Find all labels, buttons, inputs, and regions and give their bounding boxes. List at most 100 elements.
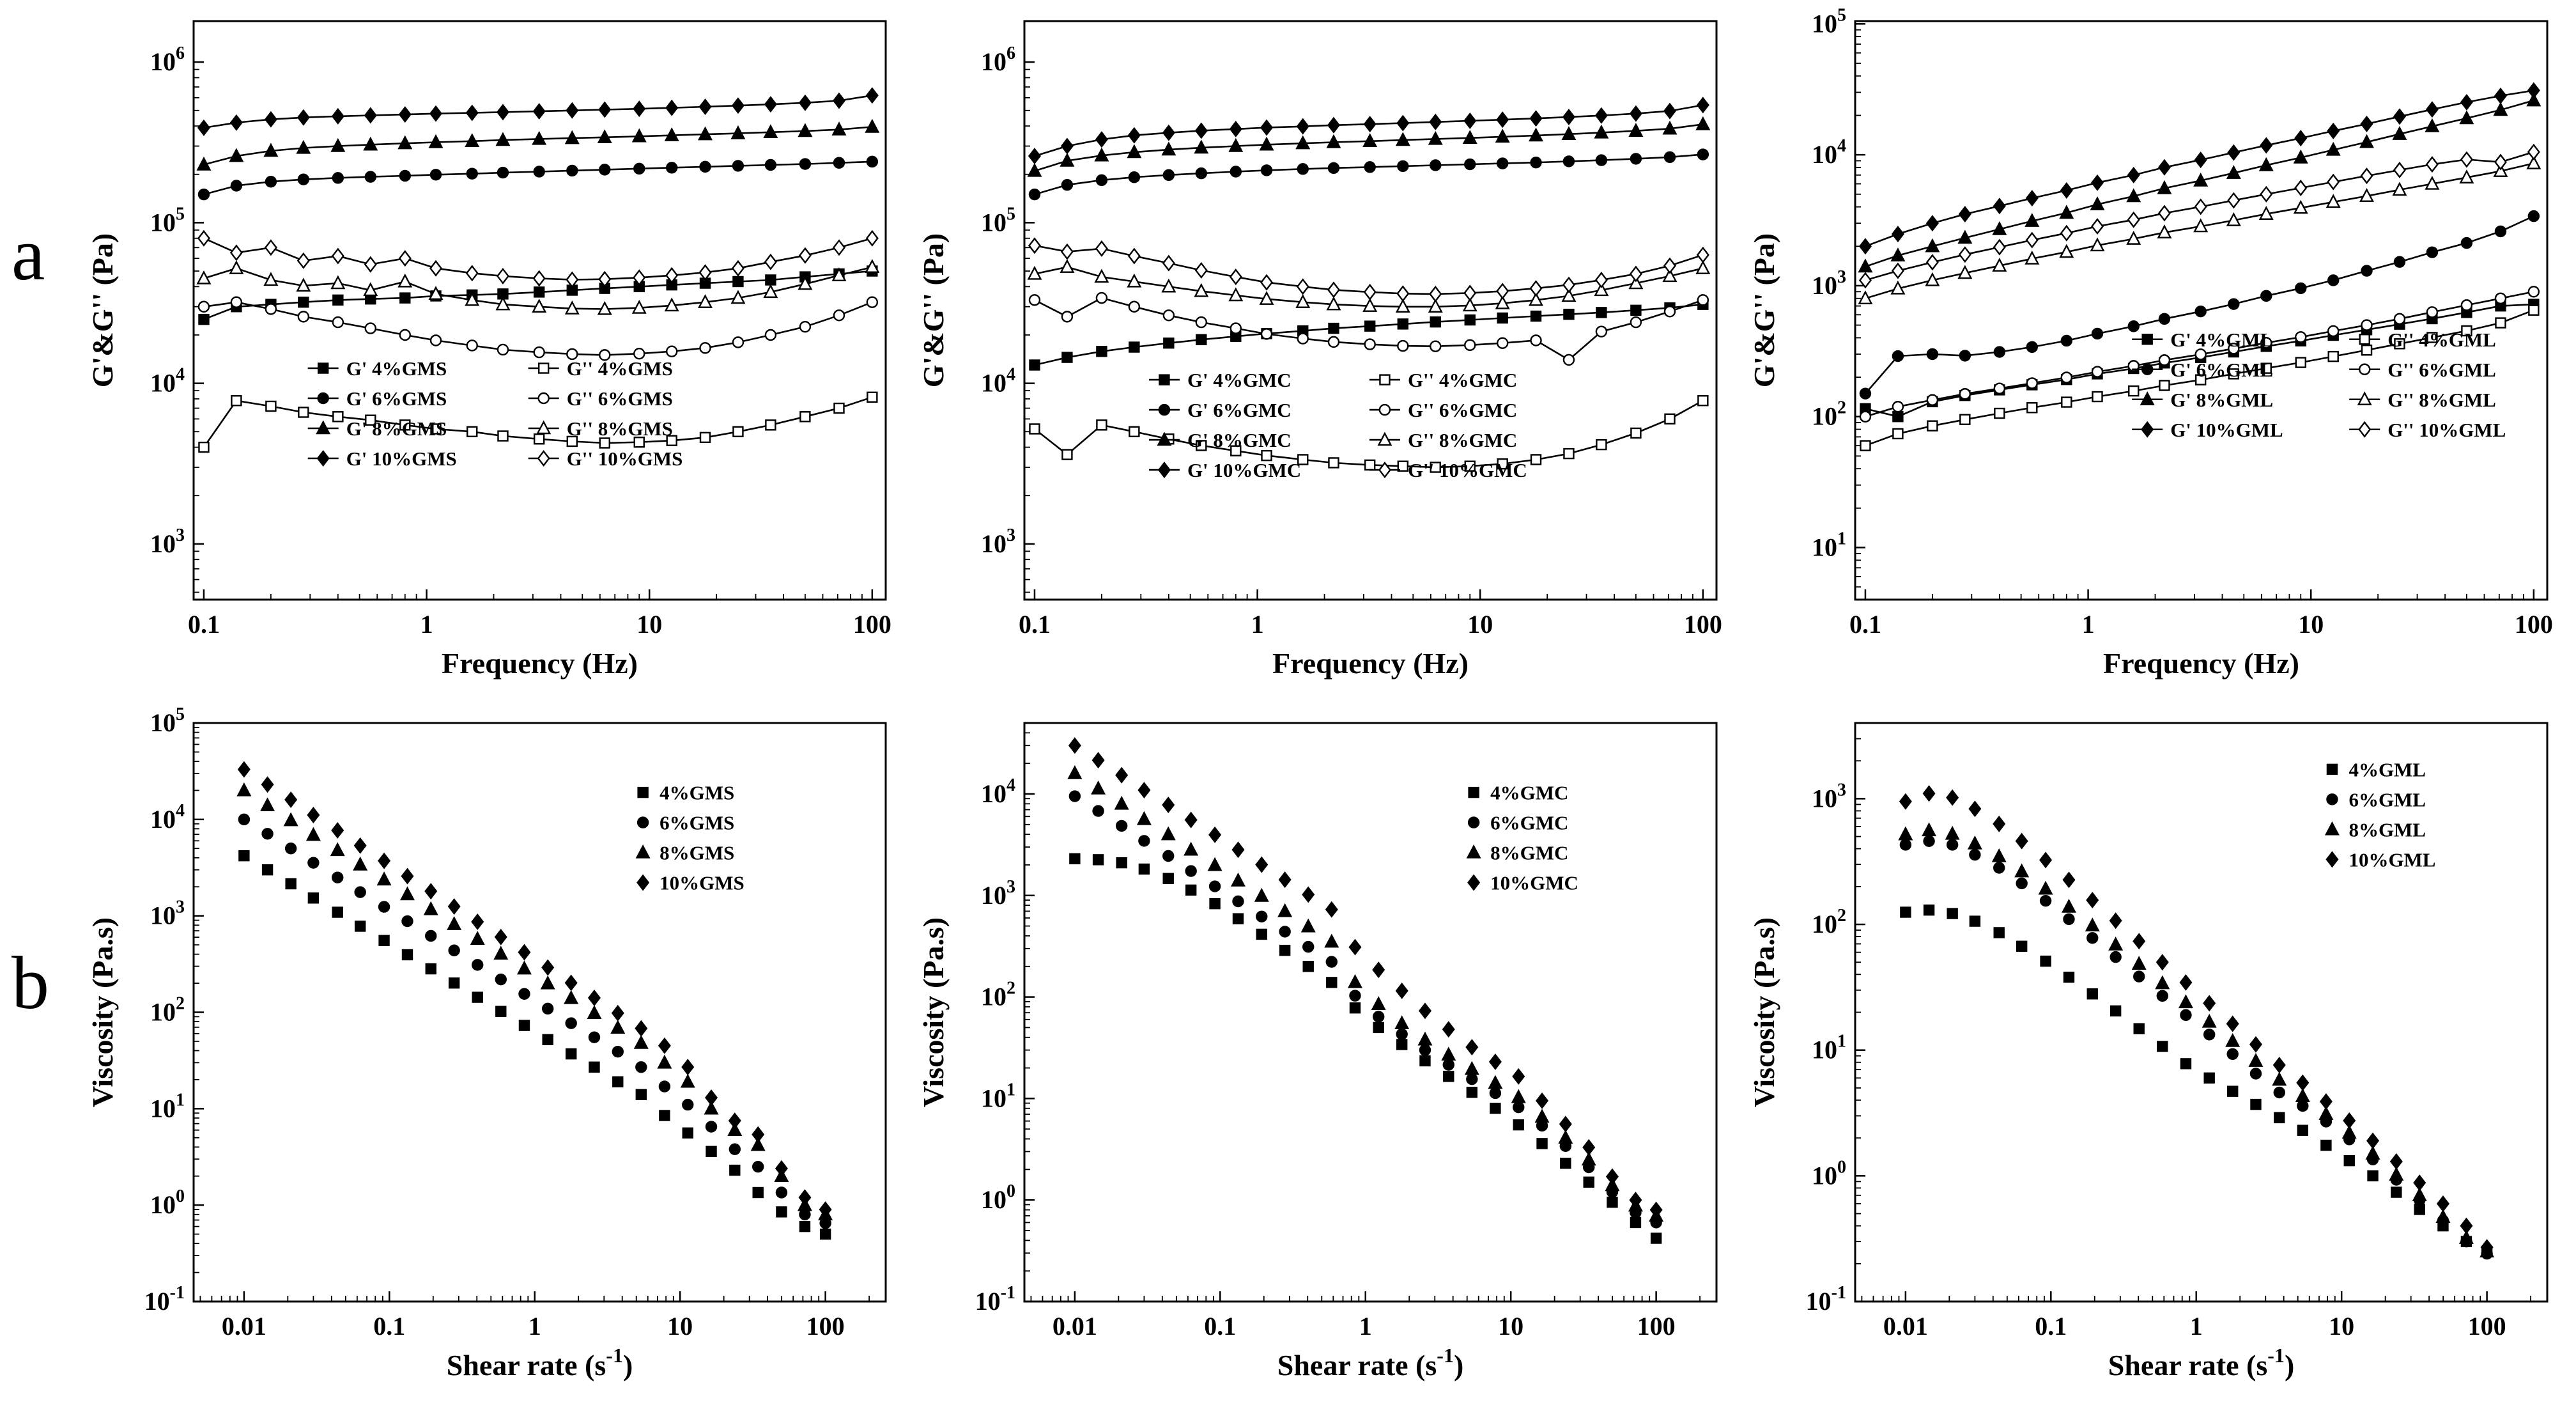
svg-text:0.1: 0.1 [1204,1312,1236,1341]
svg-text:G' 4%GMS: G' 4%GMS [346,357,447,380]
row-moduli: 0.1 1 10 100 103 104 105 106 Frequency (Hz) G'&G'… [82,5,2568,699]
svg-text:Shear rate (s-1): Shear rate (s-1) [447,1344,633,1381]
svg-text:106: 106 [150,43,185,76]
svg-text:8%GML: 8%GML [2348,818,2426,841]
svg-text:G'&G'' (Pa): G'&G'' (Pa) [1748,233,1780,387]
svg-text:G' 6%GMS: G' 6%GMS [346,387,447,410]
svg-text:G' 10%GMC: G' 10%GMC [1187,459,1301,481]
row-viscosity: 0.01 0.1 1 10 100 10-1 100 101 102 103 104 105 Shear… [82,704,2568,1401]
svg-text:100: 100 [981,1181,1015,1214]
svg-text:10: 10 [667,1312,693,1341]
svg-text:G' 6%GML: G' 6%GML [2170,359,2273,381]
svg-text:G'' 4%GML: G'' 4%GML [2387,329,2496,351]
svg-text:104: 104 [150,365,185,398]
svg-text:10%GMC: 10%GMC [1490,872,1578,894]
svg-text:4%GML: 4%GML [2348,758,2426,781]
svg-text:G'' 10%GML: G'' 10%GML [2387,419,2506,441]
svg-text:10: 10 [636,610,662,639]
chart-gms-viscosity: 0.01 0.1 1 10 100 10-1 100 101 102 103 104 105 Shear… [82,704,906,1401]
svg-text:Shear rate (s-1): Shear rate (s-1) [2108,1344,2295,1381]
svg-text:100: 100 [806,1312,845,1341]
chart-gmc-viscosity: 0.01 0.1 1 10 100 10-1 100 101 102 103 104 Shear ra… [913,707,1737,1401]
svg-text:0.01: 0.01 [222,1312,266,1341]
svg-text:G'' 10%GMC: G'' 10%GMC [1408,459,1527,481]
svg-text:102: 102 [150,994,185,1027]
svg-text:6%GMC: 6%GMC [1490,812,1568,834]
chart-gml-moduli: 0.1 1 10 100 101 102 103 104 105 Frequency (Hz) G'… [1743,5,2568,699]
svg-text:1: 1 [1251,610,1264,639]
svg-text:G'&G'' (Pa): G'&G'' (Pa) [917,233,950,387]
svg-text:G' 4%GML: G' 4%GML [2170,329,2273,351]
svg-text:101: 101 [1812,529,1846,562]
svg-text:G'' 6%GML: G'' 6%GML [2387,359,2496,381]
svg-text:Viscosity (Pa.s): Viscosity (Pa.s) [1748,917,1780,1107]
svg-text:10: 10 [1467,610,1493,639]
svg-text:0.1: 0.1 [1019,610,1051,639]
chart-svg-gmc-moduli: 0.1 1 10 100 103 104 105 106 Frequency (Hz) G'&G'… [917,20,1722,680]
svg-text:G'' 8%GMS: G'' 8%GMS [567,417,673,440]
svg-text:103: 103 [150,525,185,558]
svg-text:105: 105 [981,204,1015,237]
svg-text:100: 100 [1812,1157,1846,1190]
svg-text:103: 103 [981,525,1015,558]
svg-text:4%GMC: 4%GMC [1490,782,1568,804]
svg-text:101: 101 [981,1080,1015,1112]
svg-text:1: 1 [2082,610,2095,639]
svg-text:10: 10 [2329,1312,2354,1341]
chart-svg-gmc-viscosity: 0.01 0.1 1 10 100 10-1 100 101 102 103 104 Shear ra… [917,722,1718,1381]
svg-text:G'' 6%GMC: G'' 6%GMC [1408,399,1517,421]
svg-text:104: 104 [981,775,1015,808]
chart-svg-gml-moduli: 0.1 1 10 100 101 102 103 104 105 Frequency (Hz) G'… [1748,5,2553,680]
svg-text:G'' 4%GMC: G'' 4%GMC [1408,369,1517,391]
svg-text:105: 105 [150,204,185,237]
svg-text:1: 1 [2190,1312,2203,1341]
svg-text:100: 100 [1684,610,1722,639]
panel-label-a: a [12,212,45,296]
svg-text:0.01: 0.01 [1883,1312,1928,1341]
chart-gms-moduli: 0.1 1 10 100 103 104 105 106 Frequency (Hz) G'&G'… [82,5,906,699]
svg-text:0.1: 0.1 [188,610,220,639]
svg-text:0.01: 0.01 [1053,1312,1097,1341]
svg-text:103: 103 [1812,780,1846,812]
svg-text:100: 100 [2515,610,2553,639]
svg-text:0.1: 0.1 [373,1312,405,1341]
svg-text:104: 104 [1812,136,1846,169]
svg-text:Shear rate (s-1): Shear rate (s-1) [1277,1344,1464,1381]
svg-text:Frequency (Hz): Frequency (Hz) [1272,647,1469,680]
chart-gml-viscosity: 0.01 0.1 1 10 100 10-1 100 101 102 103 Shear rate … [1743,707,2568,1401]
svg-text:6%GMS: 6%GMS [659,812,734,834]
svg-text:105: 105 [1812,5,1846,38]
svg-text:102: 102 [1812,906,1846,938]
svg-text:101: 101 [1812,1032,1846,1064]
svg-text:100: 100 [2468,1312,2506,1341]
svg-text:10%GML: 10%GML [2348,848,2435,871]
svg-text:101: 101 [150,1090,185,1123]
svg-text:Viscosity (Pa.s): Viscosity (Pa.s) [917,917,950,1107]
svg-text:Frequency (Hz): Frequency (Hz) [2103,647,2299,680]
chart-svg-gms-viscosity: 0.01 0.1 1 10 100 10-1 100 101 102 103 104 105 Shear… [86,704,887,1381]
svg-text:G'' 10%GMS: G'' 10%GMS [567,447,683,470]
svg-text:G' 4%GMC: G' 4%GMC [1187,369,1292,391]
svg-text:1: 1 [1359,1312,1372,1341]
svg-text:Frequency (Hz): Frequency (Hz) [442,647,638,680]
svg-text:G' 8%GMC: G' 8%GMC [1187,429,1292,451]
svg-text:103: 103 [981,877,1015,910]
svg-text:0.1: 0.1 [2035,1312,2067,1341]
svg-text:G'&G'' (Pa): G'&G'' (Pa) [86,233,119,387]
svg-text:G' 8%GML: G' 8%GML [2170,389,2273,411]
svg-text:Viscosity (Pa.s): Viscosity (Pa.s) [86,917,119,1107]
svg-text:10%GMS: 10%GMS [659,872,744,894]
svg-text:10-1: 10-1 [1806,1283,1846,1316]
svg-text:G'' 8%GMC: G'' 8%GMC [1408,429,1517,451]
svg-text:100: 100 [853,610,891,639]
chart-svg-gms-moduli: 0.1 1 10 100 103 104 105 106 Frequency (Hz) G'&G'… [86,20,891,680]
svg-text:G' 6%GMC: G' 6%GMC [1187,399,1292,421]
svg-text:10-1: 10-1 [144,1283,185,1316]
svg-text:1: 1 [420,610,433,639]
svg-text:G' 10%GML: G' 10%GML [2170,419,2283,441]
svg-text:4%GMS: 4%GMS [659,782,734,804]
chart-svg-gml-viscosity: 0.01 0.1 1 10 100 10-1 100 101 102 103 Shear rate … [1748,722,2549,1381]
svg-text:G' 8%GMS: G' 8%GMS [346,417,447,440]
panel-label-b: b [12,941,49,1025]
